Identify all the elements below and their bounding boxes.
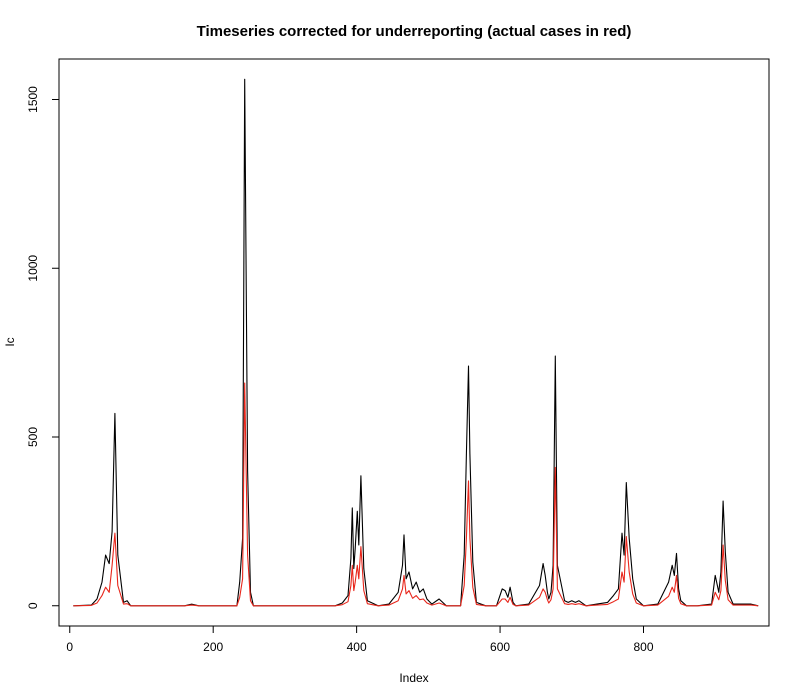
chart-title: Timeseries corrected for underreporting … [197, 23, 632, 40]
y-tick-label: 0 [26, 602, 40, 609]
y-tick-label: 1000 [26, 255, 40, 282]
x-tick-label: 200 [203, 640, 223, 654]
y-tick-label: 500 [26, 427, 40, 447]
x-tick-label: 0 [66, 640, 73, 654]
x-tick-label: 400 [347, 640, 367, 654]
x-axis-label: Index [399, 671, 428, 685]
x-tick-label: 600 [490, 640, 510, 654]
series-line-2 [73, 382, 759, 607]
x-axis: 0 200 400 600 800 [66, 625, 654, 654]
plot-area [58, 58, 770, 627]
y-tick-label: 1500 [26, 86, 40, 113]
series-layer [73, 78, 759, 607]
series-line-1 [73, 78, 759, 607]
x-tick-label: 800 [633, 640, 653, 654]
y-axis: 0 500 1000 1500 [26, 86, 60, 609]
y-axis-label: Ic [3, 337, 17, 346]
